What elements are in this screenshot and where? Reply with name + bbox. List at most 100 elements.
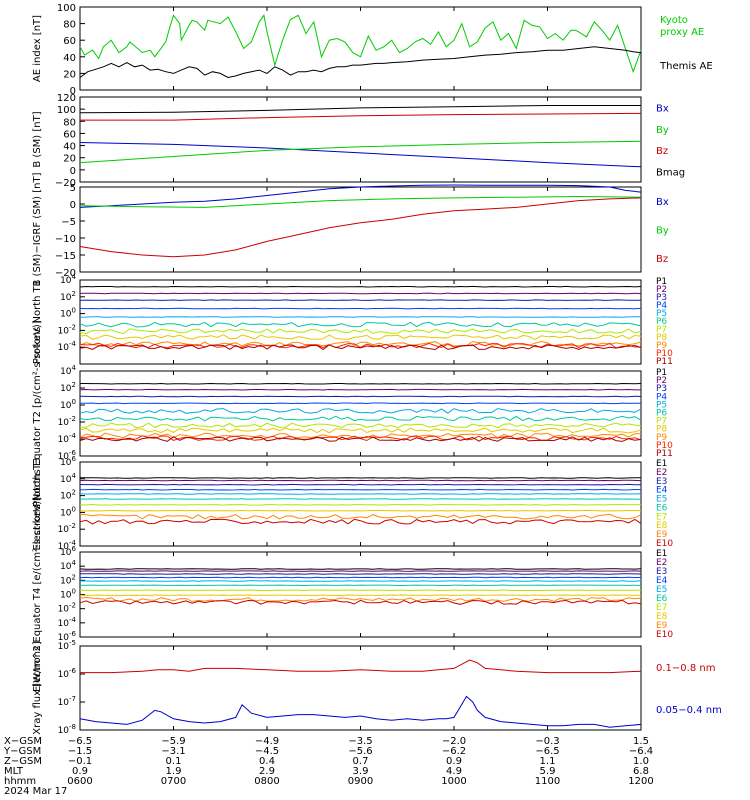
y-axis-label: B (SM)−IGRF (SM) [nT]	[32, 172, 43, 286]
series-line-e5	[79, 580, 642, 582]
y-tick-label: 10-7	[58, 695, 76, 708]
legend-label: P2	[656, 285, 667, 295]
series-line-e10	[79, 599, 642, 605]
series-line-p7	[79, 422, 642, 429]
y-tick-label: 102	[60, 573, 76, 586]
series-line-bx	[79, 184, 642, 208]
series-line-by	[79, 195, 642, 208]
y-tick-label: 104	[60, 472, 76, 485]
legend-label: P7	[656, 325, 667, 335]
series-line-bz	[79, 197, 642, 258]
legend-label: P11	[656, 449, 673, 459]
series-line-e5	[79, 493, 642, 495]
series-line-p4	[80, 402, 642, 405]
chart-panel-8: 10-8 10-7 10-6 10-5 Xray flux [W/m^2] 0.1−0.8…	[32, 639, 722, 736]
chart-panel-5: 10-6 10-4 10-2 100 102 104 Protons Equator T2 …	[32, 320, 673, 507]
x-axis-value: −4.9	[255, 736, 279, 747]
y-tick-label: 100	[60, 307, 76, 320]
legend-label: Bx	[656, 104, 669, 115]
y-tick-label: 104	[60, 273, 76, 286]
series-line-p4	[79, 307, 642, 310]
x-axis-value: −6.5	[535, 746, 559, 757]
legend-label: P9	[656, 433, 667, 443]
y-tick-label: 10-6	[58, 630, 77, 643]
y-axis-label: Xray flux [W/m^2]	[32, 641, 43, 735]
legend-label: E4	[656, 486, 668, 496]
y-tick-label: −20	[55, 178, 76, 189]
x-axis-value: −0.3	[535, 736, 559, 747]
panel-frame	[79, 279, 642, 365]
y-tick-label: −10	[55, 234, 76, 245]
series-line-0-1-0-8-nm	[80, 659, 642, 674]
x-axis-value: 3.9	[353, 766, 369, 777]
y-tick-label: 10-8	[58, 723, 76, 736]
y-tick-label: 60	[63, 129, 76, 140]
series-line-e10	[79, 518, 642, 525]
y-tick-label: 10-4	[58, 539, 77, 552]
series-line-p1	[80, 382, 642, 385]
y-tick-label: 10-4	[58, 340, 77, 353]
y-tick-label: 100	[57, 3, 76, 14]
legend-label: 0.05−0.4 nm	[656, 705, 722, 716]
x-axis-value: 0.7	[353, 756, 369, 767]
y-tick-label: 0	[70, 200, 76, 211]
y-tick-label: 5	[70, 183, 76, 194]
x-axis-value: −6.2	[442, 746, 466, 757]
legend-label: P8	[656, 425, 667, 435]
legend-label: P4	[656, 392, 667, 402]
series-line-e7	[79, 589, 641, 592]
x-axis-value: 4.9	[446, 766, 462, 777]
x-axis-row-label: Y−GSM	[3, 746, 41, 757]
legend-label: E7	[656, 512, 667, 522]
x-axis-value: 2.9	[259, 766, 275, 777]
legend-label: By	[656, 125, 669, 136]
series-line-p5	[79, 408, 642, 414]
x-axis-value: 0800	[254, 776, 279, 787]
panel-frame	[79, 551, 642, 638]
series-line-p5	[79, 316, 642, 318]
x-axis-value: 1.0	[633, 756, 649, 767]
chart-panel-6: 10-4 10-2 100 102 104 106 Electrons North T3 E1…	[32, 455, 673, 552]
y-axis-label: Electrons North T3	[32, 457, 43, 550]
legend-label: P1	[656, 368, 667, 378]
y-tick-label: 10-4	[58, 616, 77, 629]
x-axis-value: 1.9	[166, 766, 182, 777]
legend-label: P11	[656, 357, 673, 367]
series-line-p2	[79, 292, 642, 295]
x-axis-value: 1.5	[633, 736, 649, 747]
legend-label: P6	[656, 409, 667, 419]
y-tick-label: 104	[60, 364, 76, 377]
y-tick-label: 80	[63, 117, 76, 128]
legend-label: E9	[656, 621, 668, 631]
series-line-e9	[79, 513, 642, 520]
series-line-p11	[79, 344, 642, 351]
series-line-p6	[79, 321, 642, 328]
legend-label: P5	[656, 400, 667, 410]
y-tick-label: 100	[60, 505, 76, 518]
series-line-by	[79, 140, 642, 164]
y-tick-label: 20	[63, 69, 76, 80]
y-tick-label: 102	[60, 290, 76, 303]
y-tick-label: −5	[61, 217, 76, 228]
series-line-e6	[79, 498, 642, 500]
series-line-p9	[79, 340, 642, 347]
legend-label: E6	[656, 503, 668, 513]
series-line-p7	[79, 328, 642, 335]
legend-label: Bz	[656, 146, 668, 157]
y-tick-label: 102	[60, 489, 76, 502]
legend-label: E10	[656, 539, 673, 549]
legend-label: Bx	[656, 197, 669, 208]
x-axis-value: −5.6	[348, 746, 372, 757]
x-axis-value: −1.5	[68, 746, 92, 757]
y-tick-label: 100	[60, 398, 76, 411]
y-tick-label: 106	[60, 545, 76, 558]
legend-label: E1	[656, 459, 667, 469]
x-axis-value: 5.9	[540, 766, 556, 777]
legend-label: E10	[656, 630, 673, 640]
series-line-p9	[79, 432, 641, 439]
legend-label: P1	[656, 277, 667, 287]
series-line-e3	[80, 573, 642, 575]
